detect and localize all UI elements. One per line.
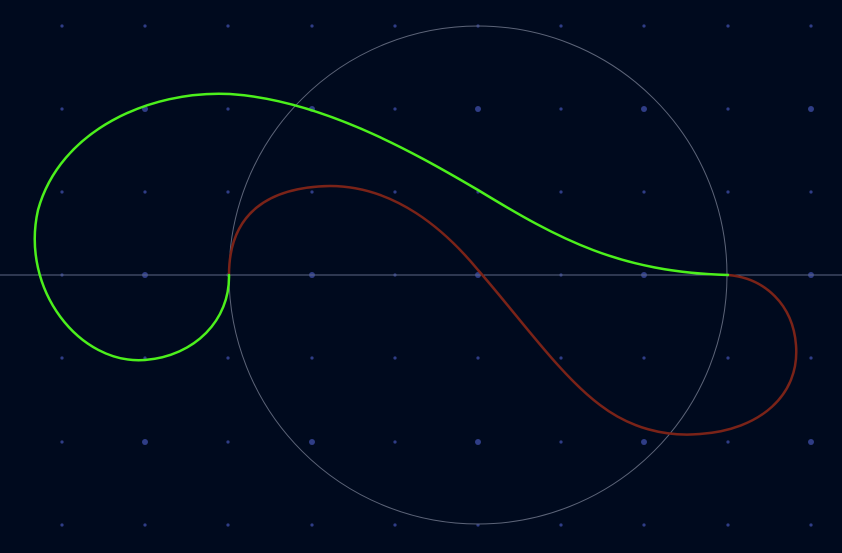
- grid-dot: [641, 439, 647, 445]
- grid-dot: [142, 439, 148, 445]
- grid-dot: [393, 190, 397, 194]
- grid-dot: [60, 356, 64, 360]
- grid-dot: [475, 439, 481, 445]
- grid-dot: [726, 190, 730, 194]
- grid-dot: [310, 356, 314, 360]
- grid-dot: [310, 24, 314, 28]
- grid-dot: [809, 356, 813, 360]
- grid-dot: [226, 356, 230, 360]
- grid-dot: [642, 190, 646, 194]
- grid-dot: [226, 24, 230, 28]
- grid-dot: [559, 440, 563, 444]
- grid-dot: [143, 523, 147, 527]
- grid-dot: [559, 24, 563, 28]
- grid-dot: [726, 356, 730, 360]
- grid-dot: [143, 190, 147, 194]
- grid-dot: [226, 107, 230, 111]
- grid-dot: [393, 356, 397, 360]
- grid-dot: [476, 356, 480, 360]
- grid-dot: [60, 190, 64, 194]
- grid-dot: [808, 106, 814, 112]
- grid-dot: [60, 440, 64, 444]
- grid-dot: [726, 107, 730, 111]
- grid-dot: [559, 190, 563, 194]
- grid-dot: [809, 523, 813, 527]
- grid-dot: [310, 190, 314, 194]
- grid-dot: [809, 24, 813, 28]
- grid-dot: [226, 523, 230, 527]
- grid-dot: [726, 523, 730, 527]
- grid-dot: [226, 190, 230, 194]
- red-curve: [227, 184, 798, 436]
- grid-dot: [642, 24, 646, 28]
- grid-dot: [60, 523, 64, 527]
- green-curve: [33, 92, 730, 362]
- grid-dot: [559, 523, 563, 527]
- grid-dot: [226, 440, 230, 444]
- grid-dot: [60, 24, 64, 28]
- grid-dot: [559, 107, 563, 111]
- grid-dot: [809, 190, 813, 194]
- grid-dot: [642, 356, 646, 360]
- grid-dot: [726, 24, 730, 28]
- grid-dot: [393, 440, 397, 444]
- grid-dot: [475, 106, 481, 112]
- grid-dot: [808, 439, 814, 445]
- grid-dot: [310, 523, 314, 527]
- grid-dot: [393, 523, 397, 527]
- grid-dot: [559, 356, 563, 360]
- grid-dot: [726, 440, 730, 444]
- grid-dot: [641, 106, 647, 112]
- grid-dot: [309, 439, 315, 445]
- grid-dot: [393, 107, 397, 111]
- grid-dot: [393, 24, 397, 28]
- grid-dot: [60, 107, 64, 111]
- grid-dot: [143, 24, 147, 28]
- grid-dot: [642, 523, 646, 527]
